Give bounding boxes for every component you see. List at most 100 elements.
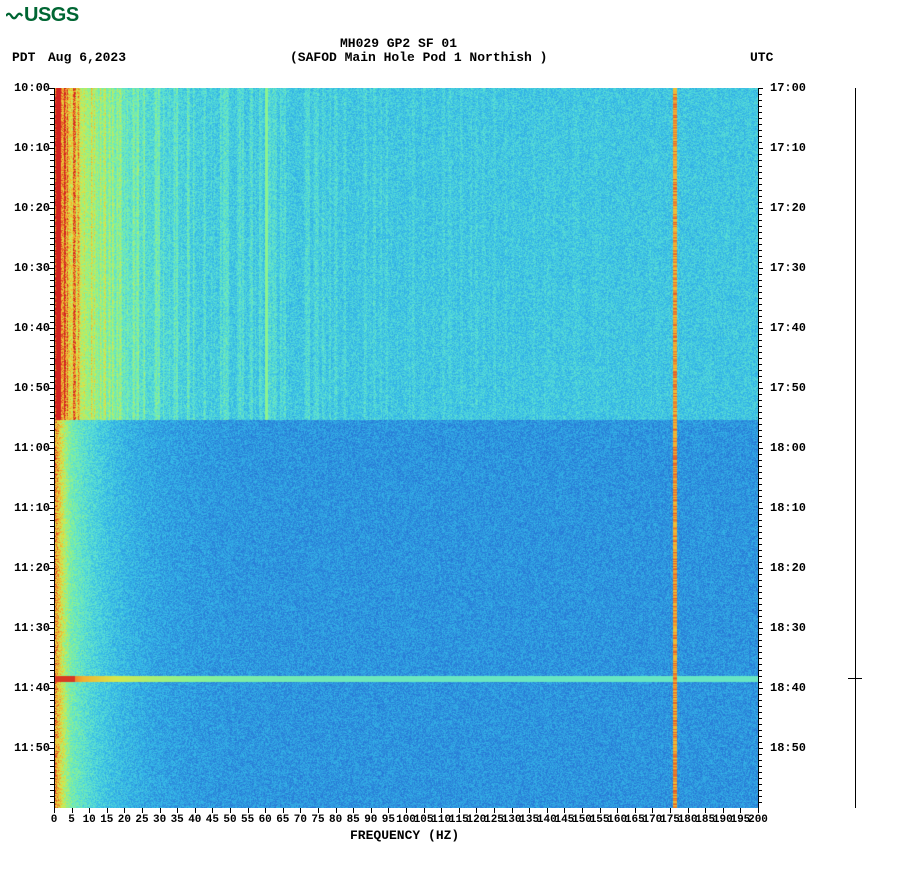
tick-mark: [50, 106, 54, 107]
tick-mark: [50, 634, 54, 635]
tick-mark: [758, 586, 762, 587]
y-tick-right: 18:10: [770, 501, 806, 515]
tick-mark: [758, 526, 762, 527]
tick-mark: [758, 298, 762, 299]
tick-mark: [50, 430, 54, 431]
tick-mark: [49, 628, 54, 629]
tick-mark: [758, 316, 762, 317]
x-tick: 5: [68, 814, 75, 826]
tick-mark: [50, 736, 54, 737]
y-tick-right: 18:00: [770, 441, 806, 455]
tick-mark: [758, 142, 762, 143]
tick-mark: [50, 244, 54, 245]
amplitude-scale-bar: [855, 88, 856, 808]
tick-mark: [758, 436, 762, 437]
tick-mark: [758, 214, 762, 215]
tick-mark: [758, 580, 762, 581]
tick-mark: [50, 604, 54, 605]
tick-mark: [758, 274, 762, 275]
tick-mark: [50, 316, 54, 317]
tick-mark: [758, 94, 762, 95]
tick-mark: [758, 640, 762, 641]
tick-mark: [50, 664, 54, 665]
tick-mark: [50, 166, 54, 167]
tick-mark: [50, 220, 54, 221]
tick-mark: [758, 268, 763, 269]
tick-mark: [50, 586, 54, 587]
x-tick: 90: [364, 814, 377, 826]
tick-mark: [50, 682, 54, 683]
tick-mark: [758, 520, 762, 521]
tick-mark: [50, 718, 54, 719]
tick-mark: [670, 808, 671, 813]
tick-mark: [617, 808, 618, 813]
tick-mark: [50, 580, 54, 581]
tick-mark: [758, 598, 762, 599]
tick-mark: [758, 544, 762, 545]
tick-mark: [758, 382, 762, 383]
tick-mark: [758, 352, 762, 353]
wave-icon: [6, 9, 24, 23]
tick-mark: [371, 808, 372, 813]
tick-mark: [50, 298, 54, 299]
tick-mark: [758, 244, 762, 245]
tick-mark: [50, 256, 54, 257]
tick-mark: [160, 808, 161, 813]
tick-mark: [406, 808, 407, 813]
tick-mark: [688, 808, 689, 813]
tick-mark: [758, 562, 762, 563]
tick-mark: [50, 118, 54, 119]
tick-mark: [50, 616, 54, 617]
tick-mark: [124, 808, 125, 813]
y-tick-left: 11:20: [14, 561, 50, 575]
tick-mark: [50, 778, 54, 779]
tick-mark: [758, 538, 762, 539]
tick-mark: [50, 796, 54, 797]
tick-mark: [758, 340, 762, 341]
tick-mark: [50, 394, 54, 395]
tick-mark: [424, 808, 425, 813]
tick-mark: [758, 220, 762, 221]
tick-mark: [50, 454, 54, 455]
tick-mark: [758, 412, 762, 413]
tick-mark: [50, 214, 54, 215]
tick-mark: [50, 526, 54, 527]
tick-mark: [758, 238, 762, 239]
tick-mark: [50, 784, 54, 785]
tick-mark: [107, 808, 108, 813]
tick-mark: [50, 262, 54, 263]
x-tick: 20: [118, 814, 131, 826]
tick-mark: [248, 808, 249, 813]
tick-mark: [758, 370, 762, 371]
tick-mark: [758, 346, 762, 347]
tick-mark: [50, 592, 54, 593]
tick-mark: [50, 772, 54, 773]
tick-mark: [50, 280, 54, 281]
tick-mark: [758, 286, 762, 287]
tick-mark: [758, 472, 762, 473]
tick-mark: [758, 616, 762, 617]
tick-mark: [50, 490, 54, 491]
tick-mark: [50, 706, 54, 707]
usgs-logo: USGS: [6, 4, 79, 27]
tick-mark: [758, 304, 762, 305]
tick-mark: [758, 556, 762, 557]
tick-mark: [494, 808, 495, 813]
tick-mark: [758, 172, 762, 173]
tick-mark: [50, 238, 54, 239]
tick-mark: [49, 448, 54, 449]
tick-mark: [50, 202, 54, 203]
tick-mark: [758, 604, 762, 605]
tick-mark: [50, 196, 54, 197]
y-tick-right: 18:40: [770, 681, 806, 695]
tick-mark: [758, 706, 762, 707]
x-tick: 15: [100, 814, 113, 826]
chart-title-1: MH029 GP2 SF 01: [340, 36, 457, 51]
tick-mark: [50, 370, 54, 371]
tick-mark: [50, 340, 54, 341]
tick-mark: [758, 190, 762, 191]
tick-mark: [758, 208, 763, 209]
tick-mark: [50, 94, 54, 95]
tick-mark: [50, 100, 54, 101]
tick-mark: [50, 556, 54, 557]
